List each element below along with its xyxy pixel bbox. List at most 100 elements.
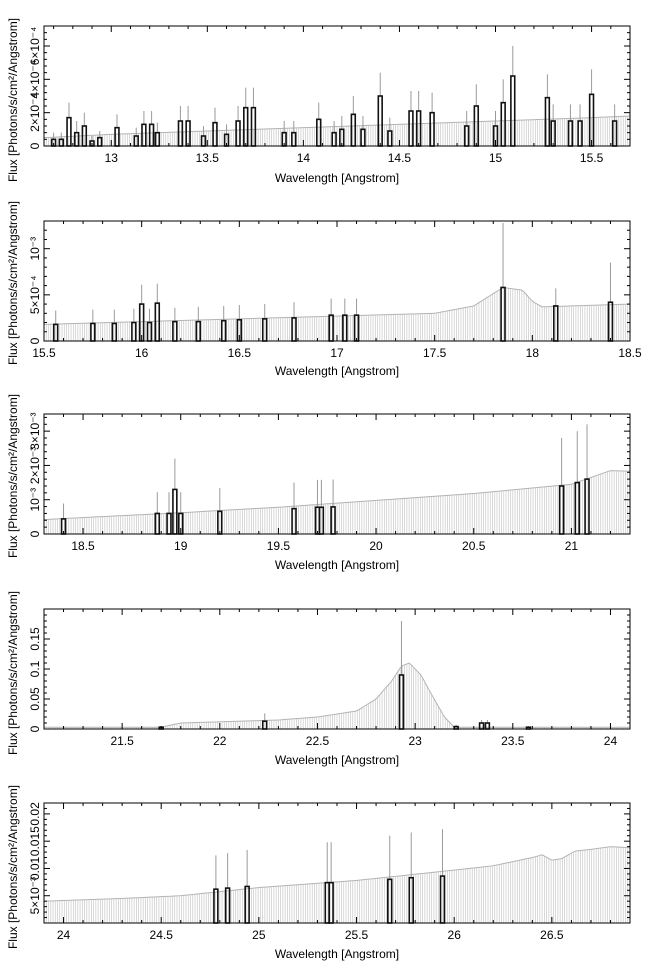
panel-1-bar (96, 136, 103, 147)
panel-3-xlabel: Wavelength [Angstrom] (275, 558, 399, 572)
panel-1-bar (463, 125, 470, 147)
panel-2-bar (90, 322, 96, 342)
panel-1-bar (577, 120, 583, 147)
panel-2-bar (353, 314, 360, 342)
panel-5-bar (386, 878, 393, 924)
panel-5-bar (328, 881, 334, 924)
panel-1-xtick-label: 14 (297, 151, 311, 165)
panel-4-xtick-label: 24 (604, 734, 618, 748)
panel-5-bar (439, 875, 446, 924)
panel-3-xtick-label: 19 (174, 539, 188, 553)
panel-1-bar (177, 120, 184, 147)
panel-2-bar (195, 320, 202, 342)
panel-1: Flux [Photons/s/cm²/Angstrom] Wavelength… (6, 18, 631, 185)
panel-1-ytick-label: 0 (28, 142, 42, 149)
panel-4-xtick-label: 22 (213, 734, 227, 748)
panel-1-model (43, 115, 631, 146)
panel-1-xtick-label: 15.5 (580, 151, 604, 165)
panel-5-xtick-label: 26 (448, 928, 462, 942)
panel-5-xtick-label: 24 (57, 928, 71, 942)
panel-1-xtick-label: 14.5 (388, 151, 412, 165)
panel-5-ytick-label: 0.015 (28, 826, 42, 856)
panel-2-bar (607, 301, 614, 342)
panel-3-model-curve (43, 470, 631, 521)
panel-2-ytick-label: 5×10⁻⁴ (28, 276, 42, 315)
panel-3-ytick-label: 2×10⁻³ (28, 447, 42, 484)
panel-1-bar (360, 128, 366, 147)
panel-5-ytick-label: 0.01 (28, 856, 42, 880)
panel-1-ytick-label: 6×10⁻⁴ (28, 27, 42, 66)
panel-2-xtick-label: 17.5 (423, 346, 447, 360)
panel-1-xtick-label: 13.5 (196, 151, 220, 165)
panel-1-bar (473, 105, 480, 147)
panel-5-model-curve (43, 846, 631, 902)
panel-4-ylabel: Flux [Photons/s/cm²/Angstrom] (6, 591, 20, 755)
panel-2-bar (328, 314, 334, 342)
panel-2-xtick-label: 18.5 (618, 346, 642, 360)
panel-2-xtick-label: 17 (330, 346, 344, 360)
panel-3-xtick-label: 20.5 (462, 539, 486, 553)
panel-1-bar (387, 130, 393, 147)
panel-1-bar (500, 101, 506, 147)
panel-3-bar (330, 506, 336, 535)
panel-2-xtick-label: 18 (526, 346, 540, 360)
panel-3-xtick-label: 18.5 (71, 539, 95, 553)
panel-1-xtick-label: 13 (105, 151, 119, 165)
panel-3-ytick-label: 3×10⁻³ (28, 412, 42, 449)
panel-1-xtick-label: 15 (489, 151, 503, 165)
panel-2-model-curve (43, 287, 631, 325)
panel-4-xlabel: Wavelength [Angstrom] (275, 753, 399, 767)
panel-3-bar (154, 512, 161, 535)
panel-3-bar (558, 485, 565, 535)
panel-2-bar (52, 323, 59, 342)
panel-3-bar (166, 512, 172, 535)
panel-5-model (43, 846, 631, 923)
panel-1-bar (415, 110, 422, 147)
panel-1-bar (148, 123, 155, 147)
panel-3: Flux [Photons/s/cm²/Angstrom] Wavelength… (6, 394, 631, 572)
panel-1-bar (141, 123, 147, 147)
panel-3-xtick-label: 20 (369, 539, 383, 553)
panel-1-bar (200, 135, 207, 147)
panel-5-xtick-label: 26.5 (540, 928, 564, 942)
panel-1-bar (331, 131, 337, 147)
panel-3-ytick-label: 0 (28, 530, 42, 537)
panel-1-bar (544, 96, 551, 147)
panel-2-ytick-label: 10⁻³ (28, 237, 42, 261)
panel-2-xlabel: Wavelength [Angstrom] (275, 364, 399, 378)
panel-1-bar (58, 138, 65, 147)
panel-1-bar (350, 113, 357, 147)
panel-5-ytick-label: 5×10⁻³ (28, 877, 42, 914)
panel-1-bar (73, 131, 80, 147)
panel-1-bar (291, 131, 297, 147)
panel-4-ytick-label: 0 (28, 725, 42, 732)
panel-2-ytick-label: 0 (28, 337, 42, 344)
panel-5-xtick-label: 24.5 (150, 928, 174, 942)
panel-1-xlabel: Wavelength [Angstrom] (275, 171, 399, 185)
panel-4-xtick-label: 23 (408, 734, 422, 748)
panel-5-xtick-label: 25.5 (345, 928, 369, 942)
panel-5-bar (224, 887, 231, 924)
panel-2-bar (220, 319, 227, 342)
panel-1-bar (154, 131, 161, 147)
panel-1-bar (567, 120, 574, 147)
panel-2: Flux [Photons/s/cm²/Angstrom] Wavelength… (6, 201, 642, 378)
panel-3-model (43, 470, 631, 534)
panel-4-bar (398, 674, 405, 730)
panel-1-bar (243, 106, 249, 147)
panel-2-bar (154, 302, 161, 342)
panel-1-bar (611, 120, 618, 147)
panel-1-bar (429, 111, 435, 147)
panel-4: Flux [Photons/s/cm²/Angstrom] Wavelength… (6, 591, 631, 767)
panel-1-bar (377, 95, 383, 147)
panel-1-bar (408, 110, 414, 147)
panel-4-frame (43, 608, 631, 730)
panel-3-ylabel: Flux [Photons/s/cm²/Angstrom] (6, 394, 20, 558)
panel-3-bar (574, 481, 581, 535)
panel-5-ylabel: Flux [Photons/s/cm²/Angstrom] (6, 785, 20, 949)
panel-2-bar (500, 286, 506, 342)
panel-3-xtick-label: 21 (565, 539, 579, 553)
panel-1-ylabel: Flux [Photons/s/cm²/Angstrom] (6, 18, 20, 182)
panel-2-xtick-label: 15.5 (32, 346, 56, 360)
